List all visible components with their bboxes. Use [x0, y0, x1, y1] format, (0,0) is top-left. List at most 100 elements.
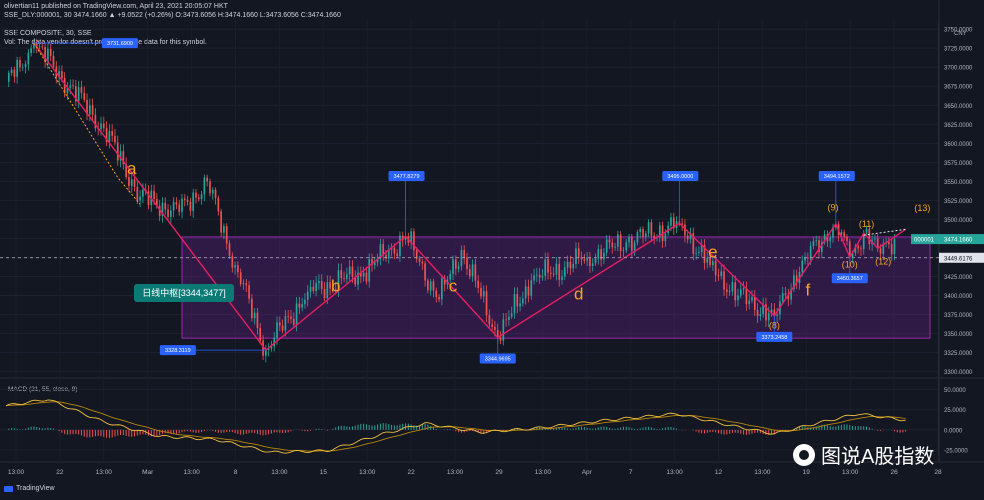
candle-body — [667, 225, 670, 234]
candle-body — [178, 204, 181, 212]
x-tick-label: 13:00 — [754, 469, 771, 476]
candle-body — [94, 114, 97, 129]
candle-body — [737, 295, 739, 301]
candle-body — [156, 198, 158, 206]
candle-body — [753, 296, 756, 311]
candle-body — [164, 202, 167, 210]
candle-body — [44, 47, 46, 63]
candle-body — [172, 202, 175, 211]
candle-body — [128, 177, 130, 186]
candle-body — [857, 246, 859, 249]
candle-body — [829, 237, 832, 242]
candle-body — [549, 272, 552, 274]
candle-body — [670, 217, 672, 226]
candle-body — [563, 267, 566, 277]
candle-body — [826, 234, 829, 242]
wave-a-dotted — [33, 42, 141, 205]
candle-body — [488, 315, 491, 325]
candle-body — [865, 228, 868, 234]
candle-body — [541, 275, 544, 278]
y-tick-label: 3525.0000 — [944, 199, 973, 205]
candle-body — [424, 263, 426, 281]
candle-body — [876, 238, 879, 249]
x-tick-label: Apr — [582, 469, 593, 476]
candle-body — [220, 211, 222, 233]
candle-body — [35, 43, 38, 47]
macd-tick-label: 25.0000 — [944, 408, 966, 414]
candle-body — [211, 189, 214, 194]
candle-body — [614, 246, 616, 248]
tradingview-brand[interactable]: TradingView — [4, 485, 55, 492]
candle-body — [114, 135, 116, 143]
candle-body — [371, 259, 373, 266]
candle-body — [58, 71, 60, 78]
candle-body — [373, 262, 376, 266]
candle-body — [480, 287, 482, 297]
candle-body — [449, 273, 452, 280]
price-callout-box — [831, 273, 868, 284]
candle-body — [312, 286, 315, 291]
x-tick-label: 15 — [320, 469, 328, 476]
candle-body — [139, 196, 141, 201]
candle-body — [636, 232, 639, 243]
candle-body — [393, 248, 396, 254]
candle-body — [530, 280, 533, 296]
x-tick-label: 29 — [495, 469, 503, 476]
macd-tick-label: 0.0000 — [944, 428, 963, 434]
macd-tick-label: -25.0000 — [944, 448, 968, 454]
candle-body — [860, 248, 862, 250]
candle-body — [290, 316, 292, 319]
candle-body — [633, 242, 636, 251]
candle-body — [329, 282, 331, 289]
candle-body — [323, 288, 326, 299]
candle-body — [890, 244, 893, 255]
candle-body — [343, 278, 345, 279]
candle-body — [158, 205, 161, 216]
candle-body — [572, 263, 575, 269]
candle-body — [684, 224, 686, 236]
candle-body — [848, 241, 851, 258]
candle-body — [209, 181, 211, 194]
candle-body — [723, 271, 725, 290]
x-tick-label: 26 — [890, 469, 898, 476]
candle-body — [186, 199, 189, 202]
wave-label: (12) — [875, 256, 891, 266]
candle-body — [583, 259, 586, 261]
candle-body — [368, 259, 371, 282]
x-tick-label: 28 — [934, 469, 942, 476]
signal-line — [5, 401, 906, 452]
last-price-tag — [911, 234, 984, 245]
candle-body — [689, 233, 692, 240]
candle-body — [658, 225, 661, 238]
wave-label: (9) — [828, 202, 839, 212]
price-callout-label: 3495.0000 — [667, 174, 693, 180]
x-tick-label: Mar — [142, 469, 154, 476]
candle-body — [390, 248, 393, 250]
x-tick-label: 13:00 — [271, 469, 288, 476]
candle-body — [577, 248, 580, 258]
y-tick-label: 3650.0000 — [944, 104, 973, 110]
candle-body — [759, 313, 762, 317]
candle-body — [812, 241, 815, 247]
candle-body — [376, 258, 379, 263]
candle-body — [874, 238, 876, 240]
candle-body — [494, 326, 496, 330]
candle-body — [801, 260, 804, 273]
candle-body — [714, 261, 717, 276]
candle-body — [108, 131, 111, 142]
candle-body — [359, 272, 362, 277]
candle-body — [569, 261, 572, 269]
candle-body — [234, 265, 236, 268]
x-tick-label: 12 — [715, 469, 723, 476]
x-tick-label: 13:00 — [8, 469, 25, 476]
macd-line — [5, 399, 906, 454]
candle-body — [731, 282, 734, 292]
candle-body — [441, 278, 443, 300]
tradingview-logo-icon — [4, 485, 13, 492]
candle-body — [228, 243, 231, 256]
candle-body — [153, 190, 155, 199]
candle-body — [206, 177, 209, 182]
candle-body — [248, 285, 250, 299]
candle-body — [622, 250, 625, 252]
